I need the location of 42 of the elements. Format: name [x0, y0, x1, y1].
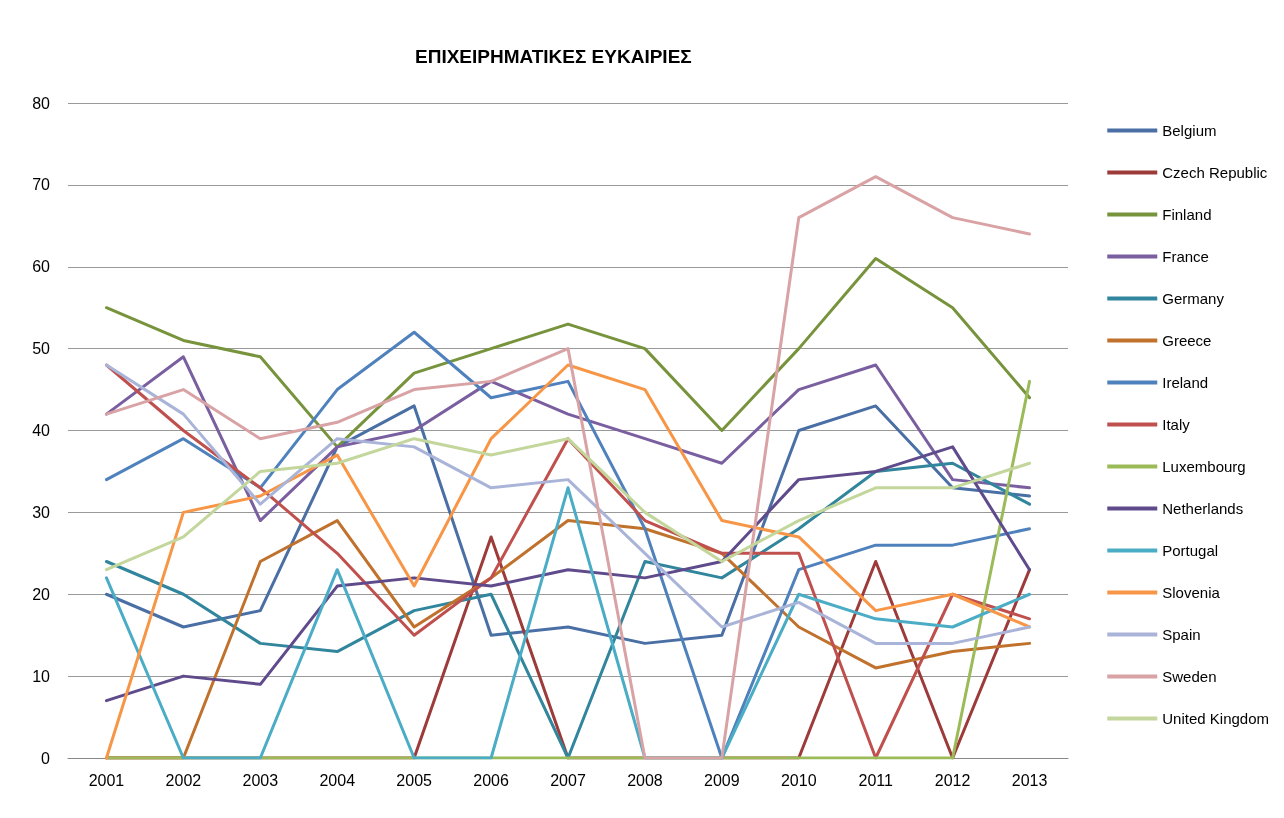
legend-label: Slovenia	[1162, 584, 1221, 601]
x-tick-label: 2008	[627, 771, 663, 789]
y-tick-label: 70	[32, 176, 51, 194]
y-tick-label: 30	[32, 503, 51, 521]
x-tick-label: 2001	[88, 771, 125, 789]
line-series	[104, 175, 1032, 760]
legend-label: Germany	[1162, 290, 1225, 307]
legend-label: Czech Republic	[1162, 164, 1268, 181]
legend-label: Italy	[1162, 416, 1191, 433]
y-tick-label: 40	[32, 422, 51, 439]
x-tick-label: 2011	[858, 771, 893, 789]
y-tick-label: 0	[41, 749, 51, 767]
legend-label: Netherlands	[1162, 500, 1244, 517]
x-tick-label: 2005	[396, 771, 433, 789]
legend-label: Finland	[1162, 206, 1212, 223]
legend-label: United Kingdom	[1162, 710, 1270, 727]
x-tick-label: 2009	[704, 771, 740, 789]
y-tick-label: 20	[32, 585, 51, 603]
x-tick-label: 2010	[780, 771, 817, 789]
legend-label: Spain	[1162, 626, 1201, 643]
y-tick-label: 60	[32, 258, 51, 276]
legend-label: Portugal	[1162, 542, 1219, 559]
legend-label: Greece	[1162, 332, 1212, 349]
legend-label: Sweden	[1162, 668, 1217, 685]
line-series	[104, 257, 1032, 449]
y-tick-label: 10	[32, 667, 51, 685]
x-tick-label: 2003	[242, 771, 279, 789]
x-tick-label: 2013	[1011, 771, 1048, 789]
legend-label: Luxembourg	[1162, 458, 1246, 475]
line-series	[104, 445, 1032, 703]
x-tick-label: 2002	[165, 771, 202, 789]
line-series	[104, 437, 1032, 572]
x-tick-label: 2012	[934, 771, 971, 789]
y-tick-label: 50	[32, 340, 51, 358]
legend-label: Ireland	[1162, 374, 1209, 391]
legend-label: Belgium	[1162, 122, 1217, 139]
x-tick-label: 2006	[473, 771, 509, 789]
y-tick-label: 80	[32, 94, 51, 112]
x-tick-label: 2007	[550, 771, 586, 789]
x-tick-label: 2004	[319, 771, 356, 789]
chart-title: ΕΠΙΧΕΙΡΗΜΑΤΙΚΕΣ ΕΥΚΑΙΡΙΕΣ	[415, 46, 692, 67]
legend-label: France	[1162, 248, 1209, 265]
